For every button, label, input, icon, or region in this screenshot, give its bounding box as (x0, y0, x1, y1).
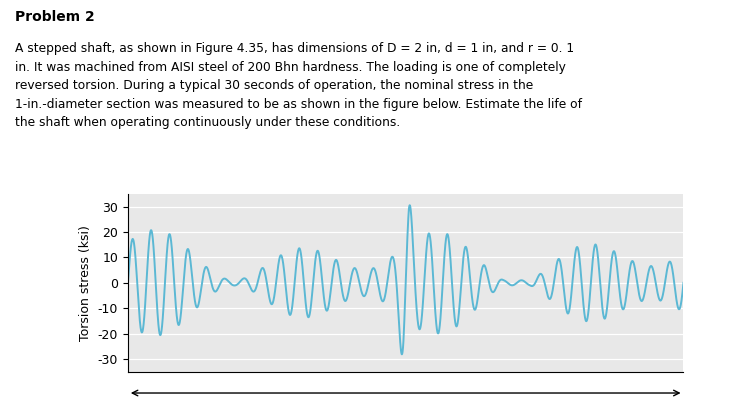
Y-axis label: Torsion stress (ksi): Torsion stress (ksi) (79, 225, 92, 341)
Text: Problem 2: Problem 2 (15, 10, 94, 24)
Text: A stepped shaft, as shown in Figure 4.35, has dimensions of D = 2 in, d = 1 in, : A stepped shaft, as shown in Figure 4.35… (15, 42, 582, 129)
